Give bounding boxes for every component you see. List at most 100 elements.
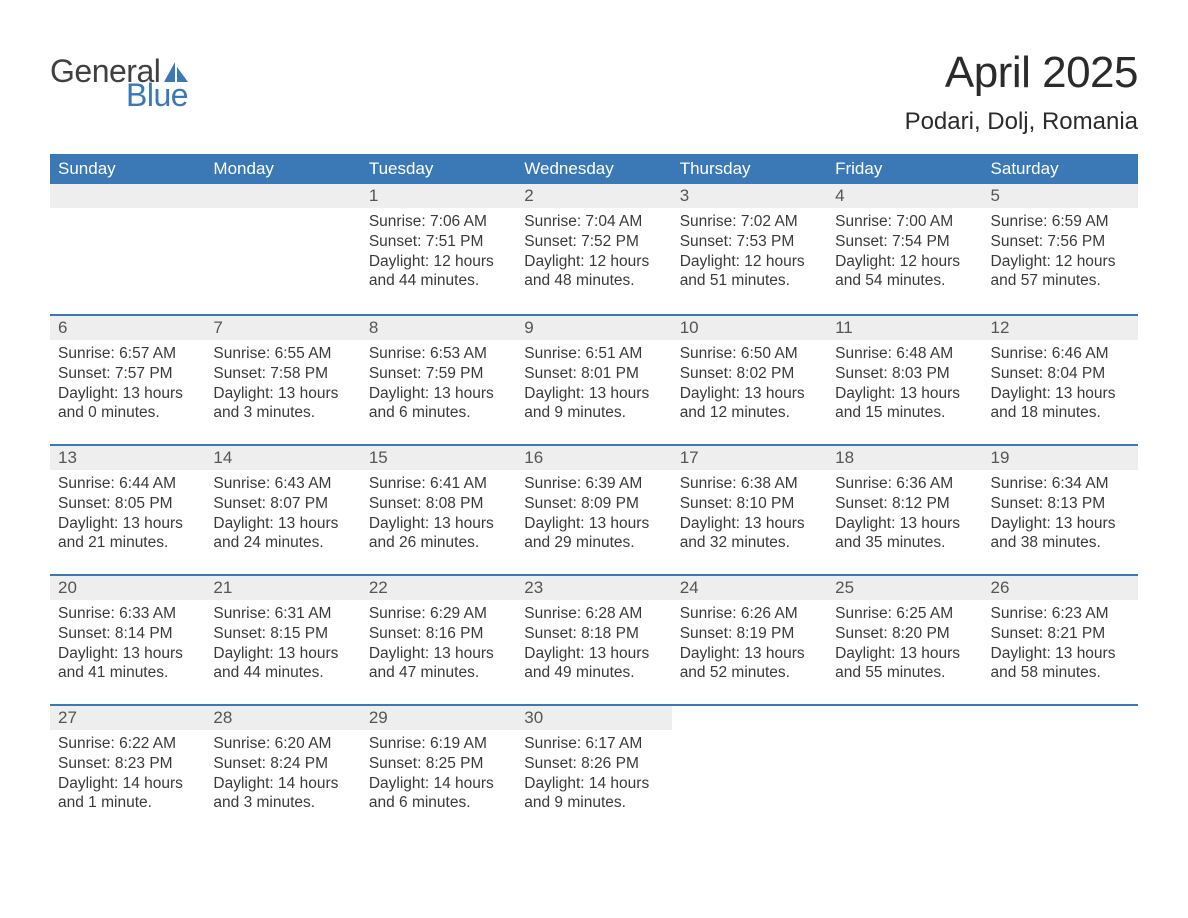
day-body: Sunrise: 7:02 AMSunset: 7:53 PMDaylight:…: [672, 208, 827, 303]
daylight-text: Daylight: 13 hours and 3 minutes.: [213, 384, 352, 424]
weekday-header: Wednesday: [516, 154, 671, 184]
calendar-day: 23Sunrise: 6:28 AMSunset: 8:18 PMDayligh…: [516, 576, 671, 704]
calendar-day: 13Sunrise: 6:44 AMSunset: 8:05 PMDayligh…: [50, 446, 205, 574]
calendar-day: 9Sunrise: 6:51 AMSunset: 8:01 PMDaylight…: [516, 316, 671, 444]
day-body: [827, 730, 982, 746]
sunrise-text: Sunrise: 6:46 AM: [991, 344, 1130, 364]
day-number: 4: [827, 184, 982, 208]
sunset-text: Sunset: 8:24 PM: [213, 754, 352, 774]
day-number: 7: [205, 316, 360, 340]
sunrise-text: Sunrise: 6:19 AM: [369, 734, 508, 754]
sunset-text: Sunset: 7:57 PM: [58, 364, 197, 384]
sunrise-text: Sunrise: 6:51 AM: [524, 344, 663, 364]
sunrise-text: Sunrise: 6:23 AM: [991, 604, 1130, 624]
sunrise-text: Sunrise: 6:55 AM: [213, 344, 352, 364]
daylight-text: Daylight: 13 hours and 38 minutes.: [991, 514, 1130, 554]
daylight-text: Daylight: 13 hours and 35 minutes.: [835, 514, 974, 554]
calendar-day: 18Sunrise: 6:36 AMSunset: 8:12 PMDayligh…: [827, 446, 982, 574]
brand-logo: General Blue: [50, 48, 188, 111]
day-body: Sunrise: 6:17 AMSunset: 8:26 PMDaylight:…: [516, 730, 671, 825]
location-subtitle: Podari, Dolj, Romania: [905, 108, 1138, 136]
calendar-day: 6Sunrise: 6:57 AMSunset: 7:57 PMDaylight…: [50, 316, 205, 444]
calendar-day: 7Sunrise: 6:55 AMSunset: 7:58 PMDaylight…: [205, 316, 360, 444]
day-number: 23: [516, 576, 671, 600]
day-body: Sunrise: 6:20 AMSunset: 8:24 PMDaylight:…: [205, 730, 360, 825]
calendar-day: [205, 184, 360, 314]
daylight-text: Daylight: 13 hours and 21 minutes.: [58, 514, 197, 554]
calendar-day: 20Sunrise: 6:33 AMSunset: 8:14 PMDayligh…: [50, 576, 205, 704]
calendar-page: General Blue April 2025 Podari, Dolj, Ro…: [0, 0, 1188, 874]
day-number: [672, 706, 827, 730]
sunrise-text: Sunrise: 6:53 AM: [369, 344, 508, 364]
sunrise-text: Sunrise: 6:22 AM: [58, 734, 197, 754]
day-body: Sunrise: 6:53 AMSunset: 7:59 PMDaylight:…: [361, 340, 516, 435]
sunset-text: Sunset: 7:52 PM: [524, 232, 663, 252]
sunset-text: Sunset: 8:18 PM: [524, 624, 663, 644]
calendar-day: [672, 706, 827, 834]
day-number: [50, 184, 205, 208]
daylight-text: Daylight: 13 hours and 6 minutes.: [369, 384, 508, 424]
daylight-text: Daylight: 13 hours and 15 minutes.: [835, 384, 974, 424]
weekday-header: Thursday: [672, 154, 827, 184]
day-number: 9: [516, 316, 671, 340]
daylight-text: Daylight: 13 hours and 55 minutes.: [835, 644, 974, 684]
day-number: 15: [361, 446, 516, 470]
sunrise-text: Sunrise: 7:00 AM: [835, 212, 974, 232]
day-number: 13: [50, 446, 205, 470]
sunset-text: Sunset: 7:56 PM: [991, 232, 1130, 252]
day-number: 25: [827, 576, 982, 600]
weekday-header: Friday: [827, 154, 982, 184]
calendar-day: 14Sunrise: 6:43 AMSunset: 8:07 PMDayligh…: [205, 446, 360, 574]
sunset-text: Sunset: 8:25 PM: [369, 754, 508, 774]
calendar-day: 26Sunrise: 6:23 AMSunset: 8:21 PMDayligh…: [983, 576, 1138, 704]
day-number: 12: [983, 316, 1138, 340]
calendar-day: 15Sunrise: 6:41 AMSunset: 8:08 PMDayligh…: [361, 446, 516, 574]
calendar-week: 1Sunrise: 7:06 AMSunset: 7:51 PMDaylight…: [50, 184, 1138, 314]
sunrise-text: Sunrise: 6:34 AM: [991, 474, 1130, 494]
calendar-day: 2Sunrise: 7:04 AMSunset: 7:52 PMDaylight…: [516, 184, 671, 314]
weekday-header: Sunday: [50, 154, 205, 184]
sunset-text: Sunset: 8:20 PM: [835, 624, 974, 644]
daylight-text: Daylight: 13 hours and 41 minutes.: [58, 644, 197, 684]
day-number: 2: [516, 184, 671, 208]
daylight-text: Daylight: 12 hours and 51 minutes.: [680, 252, 819, 292]
day-body: Sunrise: 6:28 AMSunset: 8:18 PMDaylight:…: [516, 600, 671, 695]
day-number: 30: [516, 706, 671, 730]
day-body: Sunrise: 6:43 AMSunset: 8:07 PMDaylight:…: [205, 470, 360, 565]
sunrise-text: Sunrise: 7:02 AM: [680, 212, 819, 232]
sail-icon: [164, 62, 188, 82]
day-body: Sunrise: 6:19 AMSunset: 8:25 PMDaylight:…: [361, 730, 516, 825]
calendar-week: 27Sunrise: 6:22 AMSunset: 8:23 PMDayligh…: [50, 704, 1138, 834]
day-number: 10: [672, 316, 827, 340]
sunrise-text: Sunrise: 6:38 AM: [680, 474, 819, 494]
sunrise-text: Sunrise: 6:20 AM: [213, 734, 352, 754]
calendar-day: 21Sunrise: 6:31 AMSunset: 8:15 PMDayligh…: [205, 576, 360, 704]
day-body: Sunrise: 6:46 AMSunset: 8:04 PMDaylight:…: [983, 340, 1138, 435]
sunrise-text: Sunrise: 6:31 AM: [213, 604, 352, 624]
day-body: Sunrise: 6:57 AMSunset: 7:57 PMDaylight:…: [50, 340, 205, 435]
daylight-text: Daylight: 13 hours and 29 minutes.: [524, 514, 663, 554]
daylight-text: Daylight: 13 hours and 9 minutes.: [524, 384, 663, 424]
weekday-header-row: Sunday Monday Tuesday Wednesday Thursday…: [50, 154, 1138, 184]
calendar-day: 16Sunrise: 6:39 AMSunset: 8:09 PMDayligh…: [516, 446, 671, 574]
day-body: [983, 730, 1138, 746]
daylight-text: Daylight: 13 hours and 24 minutes.: [213, 514, 352, 554]
daylight-text: Daylight: 12 hours and 57 minutes.: [991, 252, 1130, 292]
daylight-text: Daylight: 13 hours and 44 minutes.: [213, 644, 352, 684]
day-body: Sunrise: 6:26 AMSunset: 8:19 PMDaylight:…: [672, 600, 827, 695]
day-body: Sunrise: 7:00 AMSunset: 7:54 PMDaylight:…: [827, 208, 982, 303]
daylight-text: Daylight: 13 hours and 52 minutes.: [680, 644, 819, 684]
sunset-text: Sunset: 8:02 PM: [680, 364, 819, 384]
day-number: 18: [827, 446, 982, 470]
calendar-week: 20Sunrise: 6:33 AMSunset: 8:14 PMDayligh…: [50, 574, 1138, 704]
daylight-text: Daylight: 13 hours and 47 minutes.: [369, 644, 508, 684]
sunset-text: Sunset: 7:54 PM: [835, 232, 974, 252]
day-number: 1: [361, 184, 516, 208]
calendar-day: 25Sunrise: 6:25 AMSunset: 8:20 PMDayligh…: [827, 576, 982, 704]
day-number: 3: [672, 184, 827, 208]
day-body: Sunrise: 7:04 AMSunset: 7:52 PMDaylight:…: [516, 208, 671, 303]
calendar-day: 12Sunrise: 6:46 AMSunset: 8:04 PMDayligh…: [983, 316, 1138, 444]
day-body: Sunrise: 6:44 AMSunset: 8:05 PMDaylight:…: [50, 470, 205, 565]
daylight-text: Daylight: 13 hours and 26 minutes.: [369, 514, 508, 554]
daylight-text: Daylight: 12 hours and 48 minutes.: [524, 252, 663, 292]
